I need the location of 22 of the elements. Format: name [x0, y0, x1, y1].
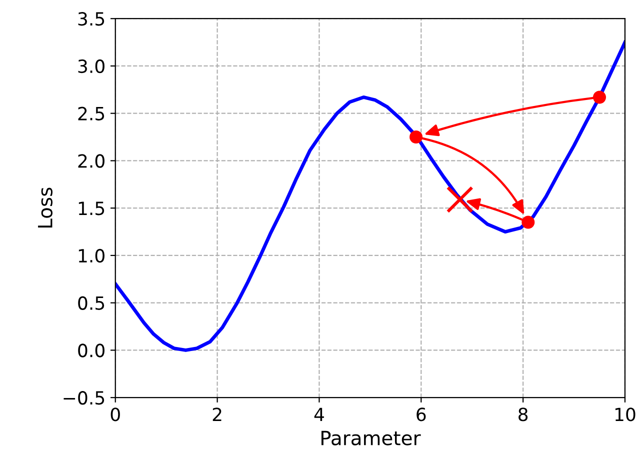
y-tick-label: 3.5	[78, 12, 104, 26]
y-tick-label: 2.5	[78, 106, 104, 120]
y-tick-label: 0.0	[78, 344, 104, 358]
y-tick-label: 1.5	[78, 202, 104, 216]
point	[592, 90, 606, 104]
point	[522, 216, 535, 229]
y-tick-label: 3.0	[78, 59, 104, 74]
x-tick-label: 4	[314, 408, 324, 422]
y-tick-label: 2.0	[78, 154, 104, 168]
x-tick-label: 0	[110, 408, 120, 422]
x-tick-label: 10	[615, 408, 636, 422]
x-tick-label: 8	[518, 408, 528, 422]
y-tick-label: −0.5	[64, 391, 104, 405]
x-axis-title: Parameter	[322, 430, 421, 446]
point	[446, 186, 474, 214]
x-tick-label: 2	[212, 408, 222, 422]
y-tick-label: 1.0	[78, 248, 104, 263]
x-tick-label: 6	[416, 408, 426, 422]
y-tick-label: 0.5	[78, 296, 104, 310]
y-axis-title: Loss	[38, 188, 52, 228]
line-series	[115, 40, 625, 352]
point	[410, 130, 423, 144]
